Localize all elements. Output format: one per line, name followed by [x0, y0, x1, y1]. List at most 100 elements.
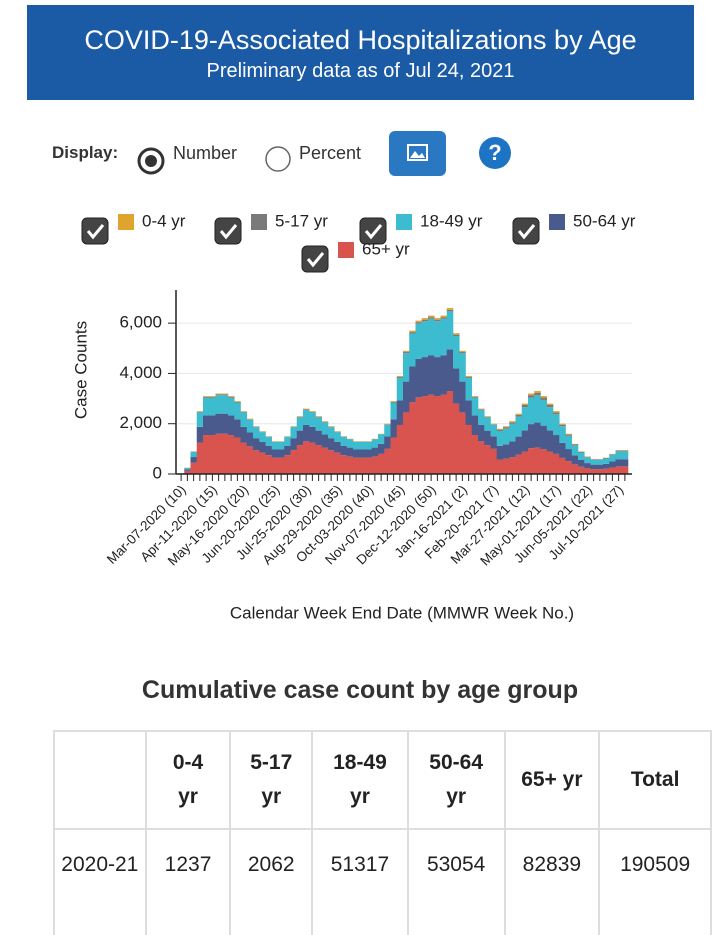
y-axis-title: Case Counts: [71, 321, 90, 419]
controls: ?: [137, 131, 511, 176]
legend-checkbox[interactable]: [81, 217, 109, 245]
bar-segment: [446, 309, 454, 312]
bar-segment: [446, 308, 454, 310]
option-percent[interactable]: Percent: [299, 143, 362, 163]
bar-segment: [528, 448, 535, 474]
bar-segment: [521, 430, 529, 452]
bar-segment: [584, 468, 591, 474]
bar-segment: [346, 447, 354, 457]
bar-segment: [509, 441, 516, 458]
legend-label[interactable]: 0-4 yr: [142, 211, 186, 230]
legend-check: [86, 224, 105, 240]
bar-segment: [240, 426, 248, 443]
y-tick-label: 0: [153, 463, 162, 482]
bar-segment: [559, 442, 566, 458]
bar-segment: [540, 399, 548, 426]
bar-segment: [284, 445, 291, 456]
bar-segment: [503, 458, 510, 474]
bar-segment: [209, 396, 216, 397]
bar-segment: [271, 457, 279, 474]
bar-segment: [534, 392, 541, 396]
bar-segment: [309, 412, 316, 427]
legend-swatch: [338, 242, 354, 258]
bar-segment: [553, 412, 560, 415]
bar-segment: [553, 411, 560, 413]
bar-segment: [440, 394, 448, 474]
legend-swatch: [396, 214, 412, 230]
bar-segment: [559, 424, 566, 427]
bar-segment: [234, 401, 241, 403]
bar-segment: [484, 417, 491, 431]
bar-segment: [290, 427, 298, 439]
legend-check: [306, 252, 325, 268]
bar-segment: [184, 467, 191, 470]
bar-segment: [609, 454, 616, 455]
bar-segment: [215, 413, 223, 434]
bar-segment: [409, 402, 416, 474]
data-row: 2020-21 1237 2062 51317 53054 82839 190509: [53, 828, 712, 935]
bar-segment: [484, 416, 491, 417]
bar-segment: [428, 355, 435, 395]
bar-segment: [315, 445, 323, 474]
bar-segment: [440, 318, 448, 356]
bar-segment: [221, 413, 229, 434]
y-tick-label: 2,000: [119, 413, 162, 432]
bar-segment: [353, 441, 360, 450]
bar-segment: [253, 450, 260, 474]
legend-checkbox[interactable]: [214, 217, 242, 245]
bar-segment: [303, 409, 310, 410]
radio-percent[interactable]: [265, 146, 291, 172]
bar-segment: [221, 395, 229, 414]
bar-segment: [509, 457, 516, 474]
legend-checkbox[interactable]: [301, 245, 329, 273]
option-number[interactable]: Number: [173, 143, 238, 163]
bar-segment: [265, 445, 273, 456]
bar-segment: [221, 433, 229, 474]
bar-segment: [565, 435, 573, 450]
bar-segment: [596, 459, 604, 465]
bar-segment: [228, 415, 235, 436]
bar-segment: [471, 396, 479, 397]
bar-segment: [584, 463, 591, 469]
bar-segment: [315, 417, 323, 431]
help-button[interactable]: [479, 137, 511, 169]
bar-segment: [321, 422, 329, 435]
bar-segment: [496, 445, 504, 460]
bar-segment: [609, 454, 616, 462]
legend-label[interactable]: 5-17 yr: [275, 211, 328, 230]
bar-segment: [428, 317, 435, 319]
bar-segment: [365, 449, 373, 458]
bar-segment: [478, 408, 485, 410]
bar-segment: [321, 447, 329, 474]
bar-segment: [215, 393, 223, 395]
bar-segment: [540, 396, 548, 398]
bar-segment: [209, 415, 216, 436]
page-title: COVID-19-Associated Hospitalizations by …: [84, 25, 637, 55]
bar-segment: [290, 438, 298, 451]
bar-segment: [396, 375, 404, 377]
legend-label[interactable]: 18-49 yr: [420, 211, 483, 230]
bar-segment: [284, 455, 291, 474]
cell-value: 53054: [406, 828, 506, 935]
image-button[interactable]: [389, 131, 446, 176]
bar-segment: [615, 459, 623, 467]
bar-segment: [328, 438, 335, 451]
legend-label[interactable]: 65+ yr: [362, 239, 410, 258]
bar-segment: [421, 357, 429, 397]
legend-swatch: [118, 214, 134, 230]
bar-segment: [253, 427, 260, 439]
bar-segment: [515, 416, 523, 437]
legend-checkbox[interactable]: [512, 217, 540, 245]
bar-segment: [603, 458, 610, 464]
bar-segment: [228, 397, 235, 416]
bar-segment: [578, 459, 585, 467]
bar-segment: [403, 350, 410, 353]
bar-segment: [403, 353, 410, 382]
bar-segment: [265, 455, 273, 474]
bar-segment: [553, 453, 560, 474]
column-header: 65+ yr: [503, 730, 601, 830]
bar-segment: [478, 424, 485, 442]
bar-segment: [434, 321, 441, 358]
legend-label[interactable]: 50-64 yr: [573, 211, 636, 230]
